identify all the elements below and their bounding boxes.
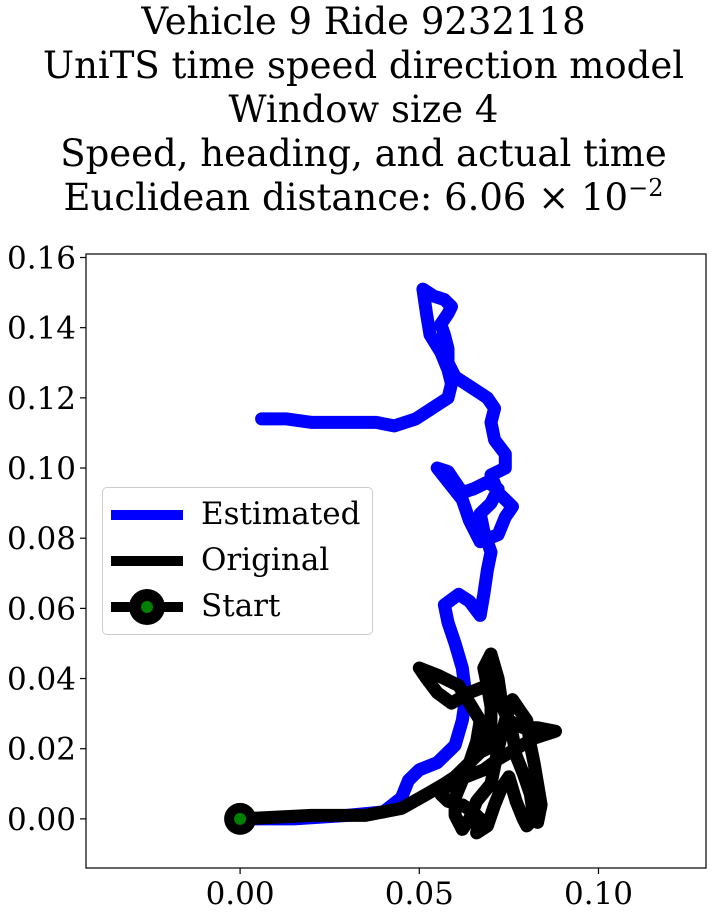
title-line-1: Vehicle 9 Ride 9232118	[141, 0, 586, 43]
y-tick-label: 0.08	[7, 521, 76, 557]
x-tick-label: 0.00	[206, 876, 275, 912]
y-tick-label: 0.10	[7, 451, 76, 487]
legend-swatch-start-marker	[129, 589, 165, 625]
y-tick-label: 0.04	[7, 662, 76, 698]
plot-frame	[85, 253, 707, 869]
legend-item-estimated: Estimated	[103, 492, 372, 538]
title-line-5-text: Euclidean distance: 6.06 × 10	[63, 176, 629, 219]
legend-item-original: Original	[103, 538, 372, 584]
y-tick-label: 0.16	[7, 241, 76, 277]
start-marker-center	[234, 812, 247, 825]
x-tick: 0.00	[206, 868, 275, 912]
title-line-5: Euclidean distance: 6.06 × 10−2	[0, 176, 727, 220]
y-tick: 0.08	[7, 521, 86, 557]
y-tick: 0.00	[7, 802, 86, 838]
y-tick-label: 0.02	[7, 732, 76, 768]
legend: Estimated Original Start	[102, 487, 373, 635]
title-line-5-exponent: −2	[628, 174, 664, 202]
x-tick: 0.05	[385, 868, 454, 912]
y-tick-label: 0.12	[7, 381, 76, 417]
y-tick: 0.12	[7, 381, 86, 417]
y-tick-label: 0.00	[7, 802, 76, 838]
y-tick: 0.04	[7, 662, 86, 698]
series-line-original	[233, 647, 562, 840]
y-tick: 0.16	[7, 241, 86, 277]
legend-label-start: Start	[201, 588, 281, 624]
plot-area	[224, 282, 562, 840]
legend-swatch-estimated	[111, 510, 183, 520]
legend-label-estimated: Estimated	[201, 496, 361, 532]
legend-swatch-original	[111, 556, 183, 566]
series-line-estimated	[233, 282, 519, 826]
y-tick-label: 0.14	[7, 311, 76, 347]
x-tick: 0.10	[564, 868, 633, 912]
chart-title: Vehicle 9 Ride 9232118 UniTS time speed …	[0, 0, 727, 220]
title-line-2: UniTS time speed direction model	[42, 44, 685, 87]
y-tick: 0.10	[7, 451, 86, 487]
title-line-3: Window size 4	[228, 88, 499, 131]
y-tick-label: 0.06	[7, 591, 76, 627]
y-tick: 0.14	[7, 311, 86, 347]
x-tick-label: 0.10	[564, 876, 633, 912]
y-tick: 0.06	[7, 591, 86, 627]
title-line-4: Speed, heading, and actual time	[60, 132, 667, 175]
x-tick-label: 0.05	[385, 876, 454, 912]
legend-label-original: Original	[201, 542, 330, 578]
y-tick: 0.02	[7, 732, 86, 768]
axis-ticks: 0.00 0.02 0.04 0.06 0.08 0.10 0.12 0.14 0.16 0.00…	[7, 241, 633, 912]
legend-item-start: Start	[103, 584, 372, 630]
